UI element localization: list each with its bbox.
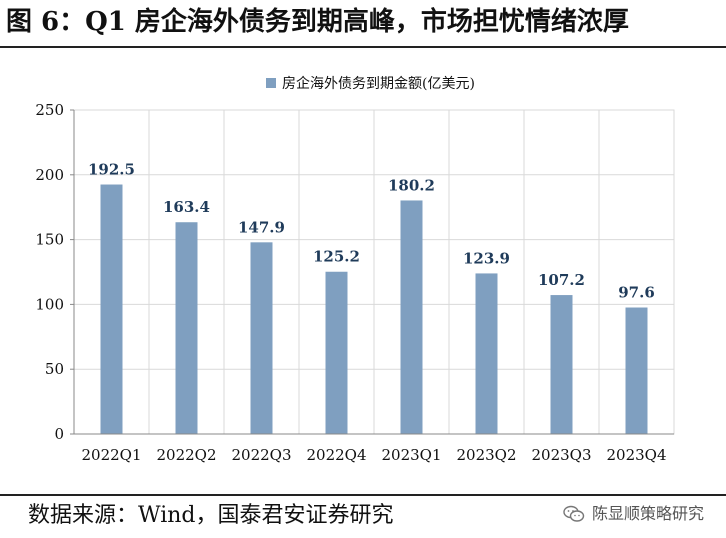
bar-layer bbox=[100, 184, 648, 434]
bar bbox=[250, 242, 273, 434]
legend-swatch bbox=[266, 78, 276, 88]
source-divider bbox=[0, 494, 726, 496]
bar bbox=[550, 295, 573, 434]
bar-value-label: 123.9 bbox=[463, 249, 510, 267]
bar bbox=[400, 200, 423, 434]
bar-chart-panel: 0 50 100 150 200 250 192.5 2022Q1 163.4 2022Q2 147… bbox=[0, 50, 726, 478]
x-tick-label: 2023Q2 bbox=[456, 446, 516, 464]
bar-value-label: 192.5 bbox=[88, 161, 135, 179]
bar-value-label: 147.9 bbox=[238, 218, 285, 236]
y-tick-label: 150 bbox=[35, 231, 64, 249]
y-tick-label: 100 bbox=[35, 295, 64, 313]
bar-value-label: 180.2 bbox=[388, 176, 435, 194]
x-tick-label: 2022Q1 bbox=[81, 446, 141, 464]
bar-value-label: 107.2 bbox=[538, 271, 585, 289]
x-tick-label: 2023Q1 bbox=[381, 446, 441, 464]
bar bbox=[175, 222, 198, 434]
x-tick-label: 2022Q3 bbox=[231, 446, 291, 464]
bar bbox=[325, 271, 348, 434]
title-divider bbox=[0, 46, 726, 48]
chart-title: 图 6：Q1 房企海外债务到期高峰，市场担忧情绪浓厚 bbox=[6, 7, 629, 37]
watermark-text: 陈显顺策略研究 bbox=[591, 504, 704, 523]
label-layer: 0 50 100 150 200 250 192.5 2022Q1 163.4 2022Q2 147… bbox=[35, 101, 666, 464]
y-tick-label: 0 bbox=[54, 425, 64, 443]
bar-value-label: 125.2 bbox=[313, 248, 360, 266]
source-note: 数据来源：Wind，国泰君安证券研究 bbox=[28, 503, 394, 528]
bar-chart: 0 50 100 150 200 250 192.5 2022Q1 163.4 2022Q2 147… bbox=[35, 75, 675, 464]
x-tick-label: 2023Q3 bbox=[531, 446, 591, 464]
legend-layer: 房企海外债务到期金额(亿美元) bbox=[266, 75, 475, 92]
grid-layer bbox=[73, 109, 675, 435]
axis-layer bbox=[70, 109, 674, 435]
legend-label: 房企海外债务到期金额(亿美元) bbox=[282, 75, 475, 92]
x-tick-label: 2022Q4 bbox=[306, 446, 366, 464]
y-tick-label: 200 bbox=[35, 166, 64, 184]
bar-value-label: 163.4 bbox=[163, 198, 210, 216]
bar bbox=[100, 184, 123, 434]
bar bbox=[625, 307, 648, 434]
y-tick-label: 250 bbox=[35, 101, 64, 119]
wechat-icon bbox=[562, 504, 586, 524]
bar-value-label: 97.6 bbox=[618, 284, 655, 302]
bar bbox=[475, 273, 498, 434]
x-tick-label: 2022Q2 bbox=[156, 446, 216, 464]
wechat-watermark: 陈显顺策略研究 bbox=[562, 500, 704, 528]
x-tick-label: 2023Q4 bbox=[606, 446, 666, 464]
y-tick-label: 50 bbox=[45, 360, 64, 378]
